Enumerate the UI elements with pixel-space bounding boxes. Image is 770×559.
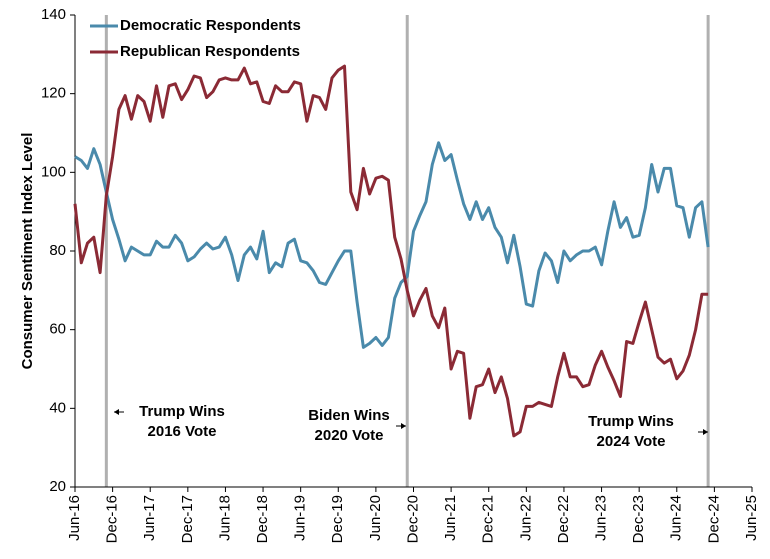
x-tick-label: Dec-21 <box>480 495 497 543</box>
series-line <box>73 64 709 438</box>
y-axis-label: Consumer Sentiment Index Level <box>19 133 36 370</box>
x-tick-label: Jun-22 <box>517 495 534 541</box>
x-tick-label: Jun-16 <box>66 495 83 541</box>
y-tick-label: 80 <box>49 242 66 259</box>
x-tick-label: Dec-18 <box>254 495 271 543</box>
y-tick-label: 40 <box>49 399 66 416</box>
annotation: 2024 Vote <box>597 433 666 450</box>
x-tick-label: Jun-23 <box>593 495 610 541</box>
x-tick-label: Jun-20 <box>367 495 384 541</box>
x-tick-label: Jun-17 <box>141 495 158 541</box>
legend-label: Republican Respondents <box>120 43 300 60</box>
y-tick-label: 20 <box>49 478 66 495</box>
x-tick-label: Jun-21 <box>442 495 459 541</box>
annotation-arrowhead <box>703 429 708 435</box>
annotation-arrowhead <box>114 409 119 415</box>
y-tick-label: 60 <box>49 321 66 338</box>
x-tick-label: Jun-25 <box>743 495 760 541</box>
x-tick-label: Dec-22 <box>555 495 572 543</box>
x-tick-label: Dec-16 <box>104 495 121 543</box>
series-line <box>74 141 710 349</box>
x-tick-label: Dec-20 <box>404 495 421 543</box>
x-tick-label: Jun-19 <box>292 495 309 541</box>
y-tick-label: 140 <box>41 6 66 23</box>
x-tick-label: Dec-19 <box>329 495 346 543</box>
x-tick-label: Dec-24 <box>705 495 722 543</box>
y-tick-label: 120 <box>41 85 66 102</box>
y-tick-label: 100 <box>41 163 66 180</box>
annotation: Biden Wins <box>308 407 390 424</box>
x-tick-label: Dec-23 <box>630 495 647 543</box>
x-tick-label: Jun-18 <box>216 495 233 541</box>
annotation: Trump Wins <box>139 403 225 420</box>
x-tick-label: Jun-24 <box>668 495 685 541</box>
annotation: 2020 Vote <box>315 427 384 444</box>
x-tick-label: Dec-17 <box>179 495 196 543</box>
annotation: Trump Wins <box>588 413 674 430</box>
annotation: 2016 Vote <box>148 423 217 440</box>
annotation-arrowhead <box>401 423 406 429</box>
legend-label: Democratic Respondents <box>120 17 301 34</box>
